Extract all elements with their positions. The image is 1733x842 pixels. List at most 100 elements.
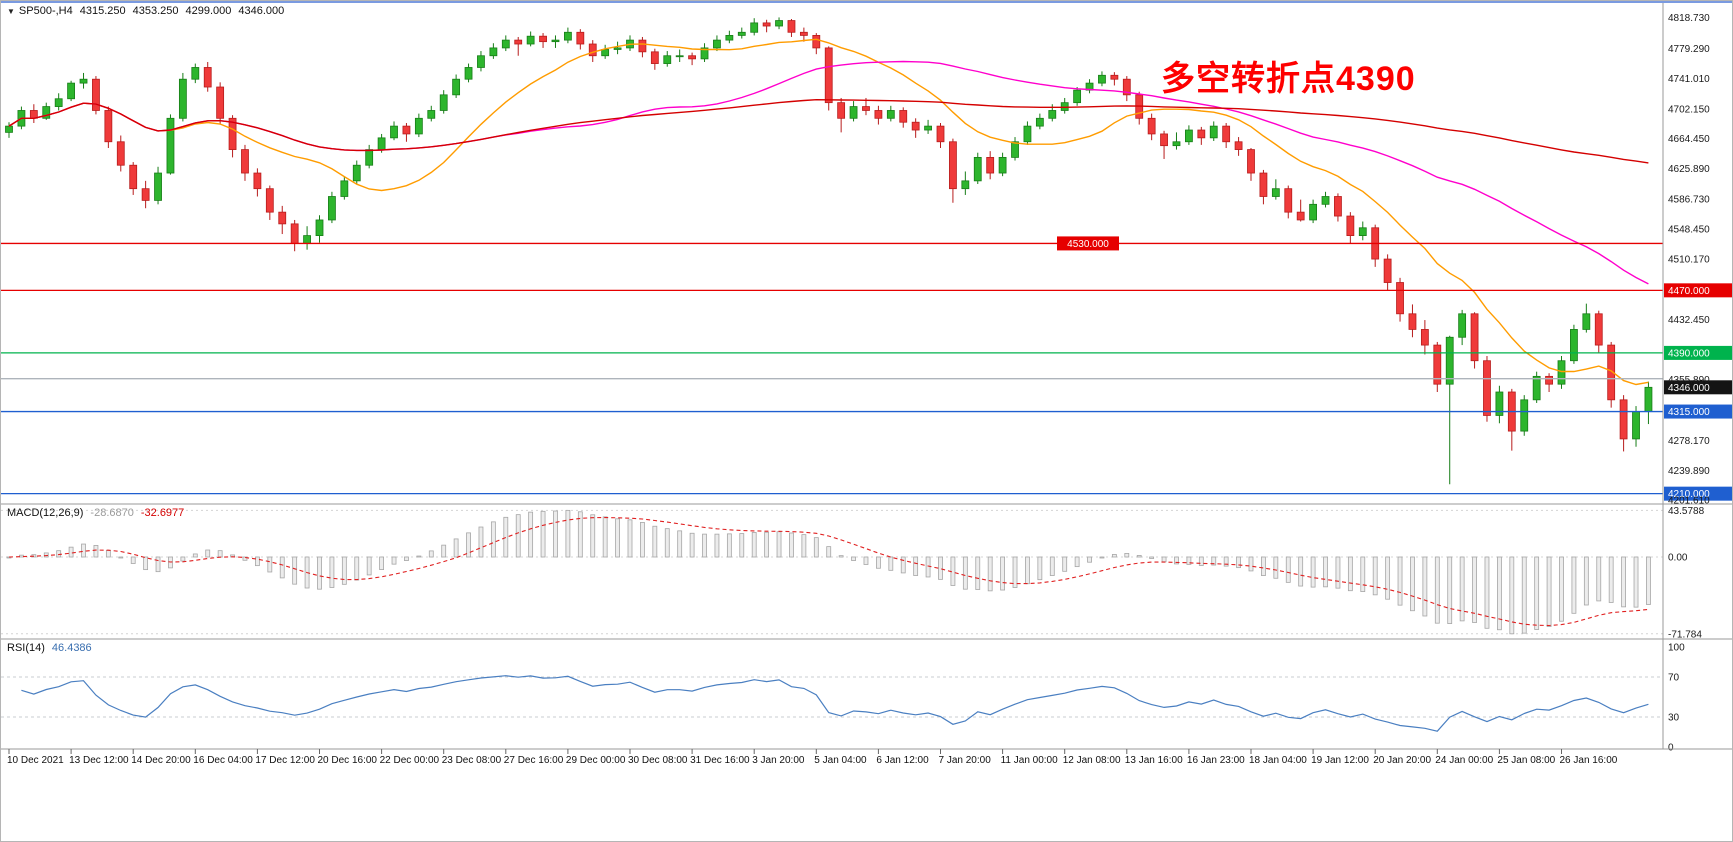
macd-histogram-bar <box>1186 556 1192 565</box>
macd-histogram-bar <box>68 546 74 558</box>
price-axis-label: 4432.450 <box>1668 315 1710 326</box>
macd-histogram-bar <box>1025 556 1030 585</box>
symbol-dropdown-icon[interactable]: ▼ <box>7 7 15 16</box>
rsi-line <box>21 675 1649 732</box>
rsi-pane[interactable] <box>1 675 1663 732</box>
candle-body <box>1321 196 1330 205</box>
macd-histogram-bar <box>1459 556 1465 622</box>
macd-histogram-bar <box>503 516 509 558</box>
macd-histogram-bar <box>1174 556 1179 565</box>
macd-histogram-bar <box>205 549 211 558</box>
candle-body <box>737 31 746 36</box>
macd-histogram-bar <box>1521 556 1527 634</box>
candle-body <box>911 121 920 131</box>
candle-body <box>203 67 212 88</box>
macd-histogram-bar <box>19 554 24 558</box>
macd-axis-label: -71.784 <box>1668 629 1702 640</box>
candle-body <box>178 78 187 119</box>
candle-body <box>1011 141 1019 158</box>
price-axis-label: 4201.610 <box>1668 496 1710 507</box>
macd-histogram-bar <box>751 532 757 558</box>
candle-body <box>191 67 200 80</box>
candle-body <box>1098 74 1106 84</box>
macd-axis: 43.5788 0.00 -71.784 <box>1668 506 1705 640</box>
candle-body <box>551 39 560 43</box>
time-axis[interactable]: 10 Dec 2021 13 Dec 12:00 14 Dec 20:00 16 De… <box>7 749 1618 766</box>
macd-histogram-bar <box>1410 556 1415 612</box>
candle-body <box>477 55 485 68</box>
candle-body <box>1408 313 1417 330</box>
candle-body <box>1185 129 1193 143</box>
candle-body <box>54 98 63 107</box>
current-price-badge: 4346.000 <box>1664 380 1732 395</box>
macd-histogram-bar <box>1285 556 1291 583</box>
macd-histogram-bar <box>1062 556 1068 572</box>
time-axis-label: 24 Jan 00:00 <box>1435 755 1493 766</box>
price-axis-label: 4779.290 <box>1668 44 1710 55</box>
time-axis-label: 3 Jan 20:00 <box>752 755 805 766</box>
macd-histogram-bar <box>726 533 732 558</box>
candle-body <box>1594 313 1603 346</box>
time-axis-label: 16 Jan 23:00 <box>1187 755 1245 766</box>
macd-histogram-bar <box>1087 556 1092 563</box>
candlestick-plot[interactable] <box>5 17 1653 485</box>
price-axis[interactable]: 4818.730 4779.290 4741.010 4702.150 4664.450… <box>1668 13 1710 507</box>
macd-histogram-bar <box>602 516 608 558</box>
candle-body <box>303 235 311 244</box>
high-value: 4353.250 <box>132 5 179 17</box>
candle-body <box>154 172 162 201</box>
time-axis-label: 13 Jan 16:00 <box>1125 755 1183 766</box>
macd-histogram-bar <box>453 538 459 558</box>
macd-histogram-bar <box>1360 556 1366 592</box>
time-axis-label: 18 Jan 04:00 <box>1249 755 1307 766</box>
macd-histogram-bar <box>1298 556 1304 587</box>
candle-body <box>141 188 150 201</box>
candle-body <box>1147 117 1156 135</box>
candle-body <box>1122 78 1131 96</box>
candle-body <box>762 22 771 27</box>
ma-slow-line <box>8 98 1649 164</box>
candle-body <box>241 149 249 174</box>
candle-body <box>564 31 572 41</box>
candle-body <box>1234 141 1243 150</box>
candle-body <box>1222 125 1231 143</box>
macd-histogram-bar <box>478 526 484 558</box>
rsi-axis-label: 30 <box>1668 713 1680 724</box>
macd-histogram-bar <box>826 546 832 558</box>
macd-histogram-bar <box>615 518 620 558</box>
price-line-badge-label: 4315.000 <box>1668 407 1710 418</box>
rsi-axis-label: 100 <box>1668 643 1685 654</box>
time-axis-label: 13 Dec 12:00 <box>69 755 129 766</box>
macd-histogram-bar <box>702 533 707 558</box>
macd-histogram-bar <box>354 556 360 581</box>
macd-histogram-bar <box>366 556 372 576</box>
candle-body <box>92 78 100 111</box>
macd-histogram-bar <box>341 556 347 585</box>
macd-histogram-bar <box>379 556 385 570</box>
candle-body <box>427 110 436 119</box>
candle-body <box>315 219 324 237</box>
macd-histogram-bar <box>540 510 546 558</box>
candle-body <box>514 39 523 45</box>
price-axis-label: 4355.890 <box>1668 375 1710 386</box>
macd-signal-line <box>8 516 1649 627</box>
macd-histogram-bar <box>1037 556 1043 581</box>
current-price-label: 4346.000 <box>1668 383 1710 394</box>
macd-histogram-bar <box>1608 556 1614 603</box>
candle-body <box>973 156 982 182</box>
candle-body <box>961 180 970 190</box>
symbol-period-label: SP500-,H4 <box>18 5 73 17</box>
macd-histogram-bar <box>1248 556 1254 572</box>
candle-body <box>750 22 759 33</box>
price-line-badge <box>1664 486 1732 501</box>
macd-histogram-bar <box>217 550 223 558</box>
candle-body <box>1532 375 1541 401</box>
macd-histogram-bar <box>192 553 198 558</box>
macd-histogram-bar <box>987 556 993 592</box>
macd-histogram-bar <box>404 556 409 561</box>
candle-body <box>787 20 796 33</box>
macd-histogram-bar <box>925 556 931 578</box>
macd-histogram-bar <box>1273 556 1279 579</box>
macd-pane[interactable] <box>1 509 1663 635</box>
